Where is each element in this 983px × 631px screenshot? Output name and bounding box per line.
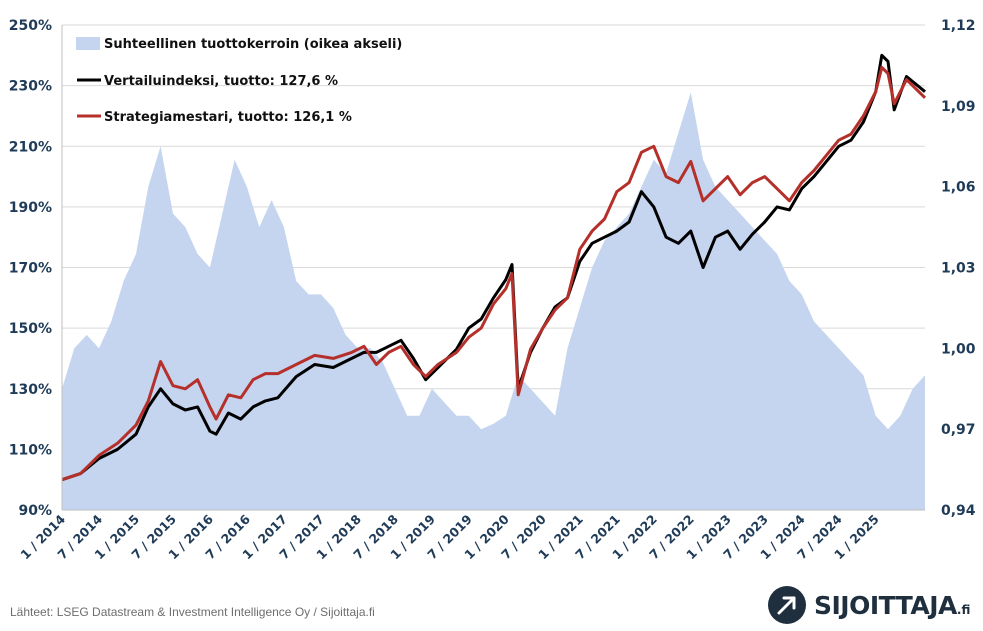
legend-label-benchmark: Vertailuindeksi, tuotto: 127,6 %	[104, 74, 338, 89]
legend-label-ratio: Suhteellinen tuottokerroin (oikea akseli…	[104, 37, 402, 52]
right-axis-tick-label: 0,94	[941, 503, 976, 519]
right-axis-tick-label: 1,00	[941, 341, 976, 357]
legend-label-strategy: Strategiamestari, tuotto: 126,1 %	[104, 110, 352, 125]
left-axis-ticks: 90% 110% 130% 150% 170% 190% 210% 230% 250%	[9, 18, 52, 519]
right-axis-tick-label: 1,03	[941, 261, 976, 277]
right-axis-tick-label: 0,97	[941, 422, 976, 438]
left-axis-tick-label: 250%	[9, 18, 52, 34]
source-note: Lähteet: LSEG Datastream & Investment In…	[10, 605, 375, 619]
left-axis-tick-label: 110%	[9, 442, 52, 458]
logo-arrow-icon	[768, 586, 806, 624]
ratio-area	[62, 92, 925, 511]
legend: Suhteellinen tuottokerroin (oikea akseli…	[76, 37, 402, 125]
left-axis-tick-label: 130%	[9, 382, 52, 398]
left-axis-tick-label: 170%	[9, 261, 52, 277]
right-axis-tick-label: 1,09	[941, 99, 976, 115]
ratio-area-layer	[62, 92, 925, 511]
left-axis-tick-label: 230%	[9, 79, 52, 95]
logo-suffix: .fi	[956, 603, 971, 617]
strategy-line	[61, 65, 927, 482]
lines-layer	[61, 53, 927, 482]
legend-swatch-ratio	[76, 37, 100, 50]
sijoittaja-logo: SIJOITTAJA.fi	[768, 586, 973, 626]
right-axis-ticks: 0,94 0,97 1,00 1,03 1,06 1,09 1,12	[941, 18, 976, 519]
left-axis-tick-label: 190%	[9, 200, 52, 216]
right-axis-tick-label: 1,06	[941, 180, 976, 196]
left-axis-tick-label: 90%	[18, 503, 52, 519]
left-axis-tick-label: 150%	[9, 321, 52, 337]
logo-wordmark: SIJOITTAJA.fi	[814, 591, 970, 620]
right-axis-tick-label: 1,12	[941, 18, 976, 34]
left-axis-tick-label: 210%	[9, 139, 52, 155]
logo-name: SIJOITTAJA	[814, 591, 957, 620]
